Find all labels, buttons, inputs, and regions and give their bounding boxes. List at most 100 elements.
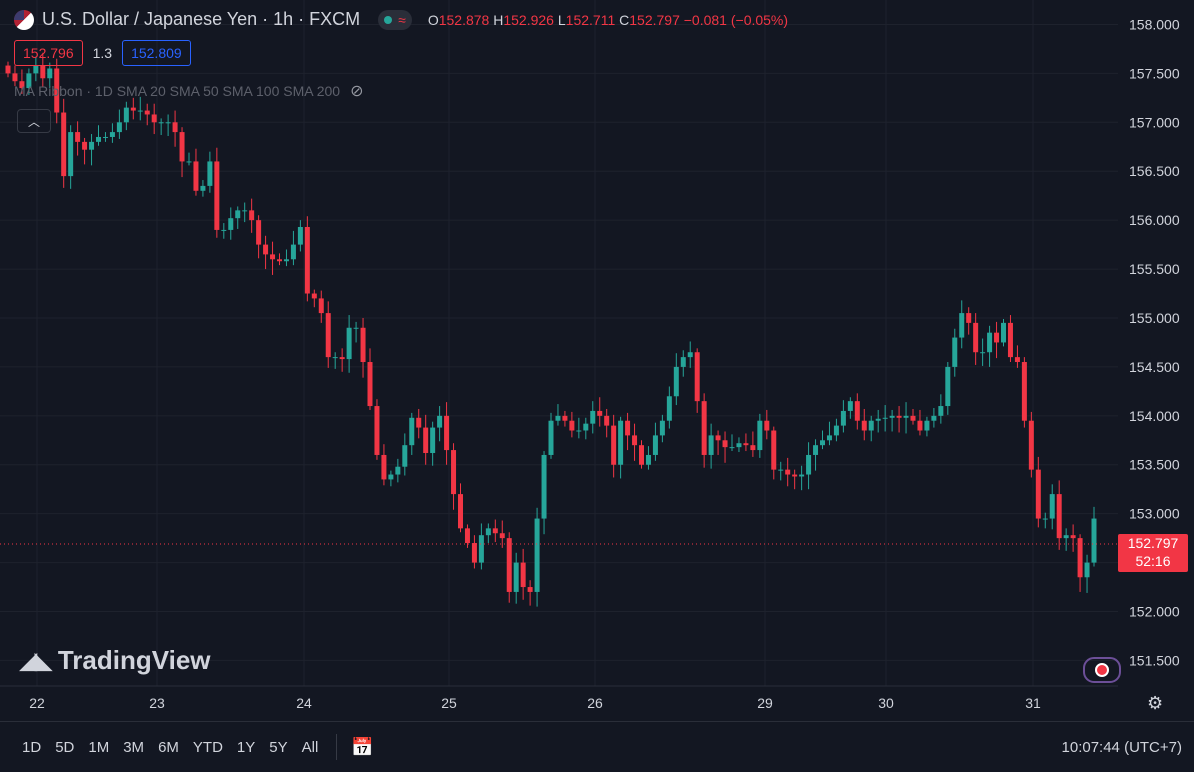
range-all[interactable]: All (301, 738, 319, 756)
candle-body (228, 218, 234, 230)
spread-value: 1.3 (92, 45, 113, 61)
candle-body (520, 562, 526, 588)
candle-body (464, 528, 470, 544)
price-tick-label: 151.500 (1129, 652, 1180, 668)
range-1y[interactable]: 1Y (236, 738, 256, 756)
symbol-title[interactable]: U.S. Dollar / Japanese Yen · 1h · FXCM (42, 9, 361, 29)
candle-body (214, 161, 220, 230)
candle-body (102, 136, 108, 138)
range-5y[interactable]: 5Y (269, 738, 288, 756)
candle-body (917, 420, 923, 431)
candle-body (5, 65, 11, 74)
candle-body (242, 210, 248, 212)
candle-body (165, 122, 171, 124)
candle-body (569, 420, 575, 431)
time-tick-label: 23 (149, 695, 165, 711)
indicator-legend[interactable]: MA Ribbon · 1D SMA 20 SMA 50 SMA 100 SMA… (14, 81, 363, 101)
sell-price-button[interactable]: 152.796 (14, 40, 83, 66)
candle-body (673, 366, 679, 397)
price-tick-label: 158.000 (1129, 16, 1180, 32)
candle-body (555, 415, 561, 421)
candle-body (353, 327, 359, 329)
us-flag-icon (14, 9, 34, 30)
candle-body (256, 220, 262, 245)
candle-body (179, 132, 185, 162)
range-1d[interactable]: 1D (22, 738, 42, 756)
settings-gear-icon[interactable]: ⚙ (1147, 693, 1164, 713)
price-tick-label: 154.500 (1129, 359, 1180, 375)
candle-body (186, 161, 192, 163)
candle-body (534, 518, 540, 592)
range-6m[interactable]: 6M (158, 738, 179, 756)
candle-body (82, 141, 88, 150)
price-tick-label: 155.000 (1129, 310, 1180, 326)
candle-body (297, 226, 303, 245)
candle-body (116, 122, 122, 133)
candle-body (47, 68, 53, 79)
candle-body (193, 161, 199, 191)
candle-body (994, 332, 1000, 343)
candle-body (806, 454, 812, 475)
candle-body (910, 415, 916, 421)
candle-body (499, 533, 505, 539)
time-tick-label: 29 (757, 695, 773, 711)
range-5d[interactable]: 5D (55, 738, 75, 756)
candle-body (973, 322, 979, 353)
market-status-pill[interactable]: ≈ (378, 9, 412, 30)
candle-body (924, 420, 930, 431)
candle-body (430, 427, 436, 454)
candle-body (771, 430, 777, 470)
candle-body (820, 440, 825, 446)
go-to-date-calendar-icon[interactable]: 📅 (351, 736, 374, 757)
logo-text: TradingView (57, 645, 211, 675)
time-tick-label: 25 (441, 695, 457, 711)
clock-timezone[interactable]: 10:07:44 (UTC+7) (1061, 738, 1182, 756)
record-button[interactable] (1083, 657, 1121, 683)
candle-body (485, 528, 491, 536)
candle-body (813, 445, 819, 455)
candle-body (680, 357, 686, 367)
candle-body (938, 406, 944, 416)
candle-body (611, 425, 617, 465)
candle-body (597, 410, 603, 416)
candle-body (1007, 322, 1013, 358)
bottom-toolbar: 1D 5D 1M 3M 6M YTD 1Y 5Y All 📅 10:07:44 … (0, 721, 1194, 772)
grid-lines (0, 0, 1118, 687)
price-tick-label: 155.500 (1129, 261, 1180, 277)
candle-body (1035, 469, 1041, 519)
candle-body (945, 366, 951, 407)
collapse-legend-button[interactable]: ︿ (17, 109, 51, 133)
candle-body (868, 420, 874, 431)
candle-body (694, 352, 700, 402)
candle-body (144, 110, 150, 115)
time-axis[interactable]: 22 23 24 25 26 29 30 31 (29, 695, 1041, 711)
candle-body (513, 562, 519, 592)
candle-body (471, 543, 477, 563)
candle-body (423, 427, 429, 454)
price-tick-label: 156.000 (1129, 212, 1180, 228)
time-tick-label: 30 (878, 695, 894, 711)
candle-body (221, 229, 227, 231)
candle-body (1084, 562, 1090, 578)
candle-body (666, 396, 672, 421)
hide-eye-icon[interactable]: ⊘ (350, 83, 364, 100)
range-ytd[interactable]: YTD (192, 738, 223, 756)
candle-body (416, 417, 422, 428)
range-3m[interactable]: 3M (123, 738, 145, 756)
candle-body (875, 418, 881, 421)
candle-body (19, 81, 25, 89)
candle-body (854, 401, 860, 421)
candle-body (743, 443, 749, 446)
candle-body (137, 110, 143, 112)
candle-body (1021, 362, 1027, 421)
price-tick-label: 154.000 (1129, 408, 1180, 424)
market-open-dot-icon (384, 15, 393, 24)
buy-price-button[interactable]: 152.809 (122, 40, 191, 66)
candle-body (722, 440, 728, 448)
candle-body (1091, 518, 1097, 563)
range-1m[interactable]: 1M (88, 738, 110, 756)
candle-body (130, 107, 136, 111)
candle-body (26, 73, 32, 89)
candle-body (764, 420, 770, 431)
